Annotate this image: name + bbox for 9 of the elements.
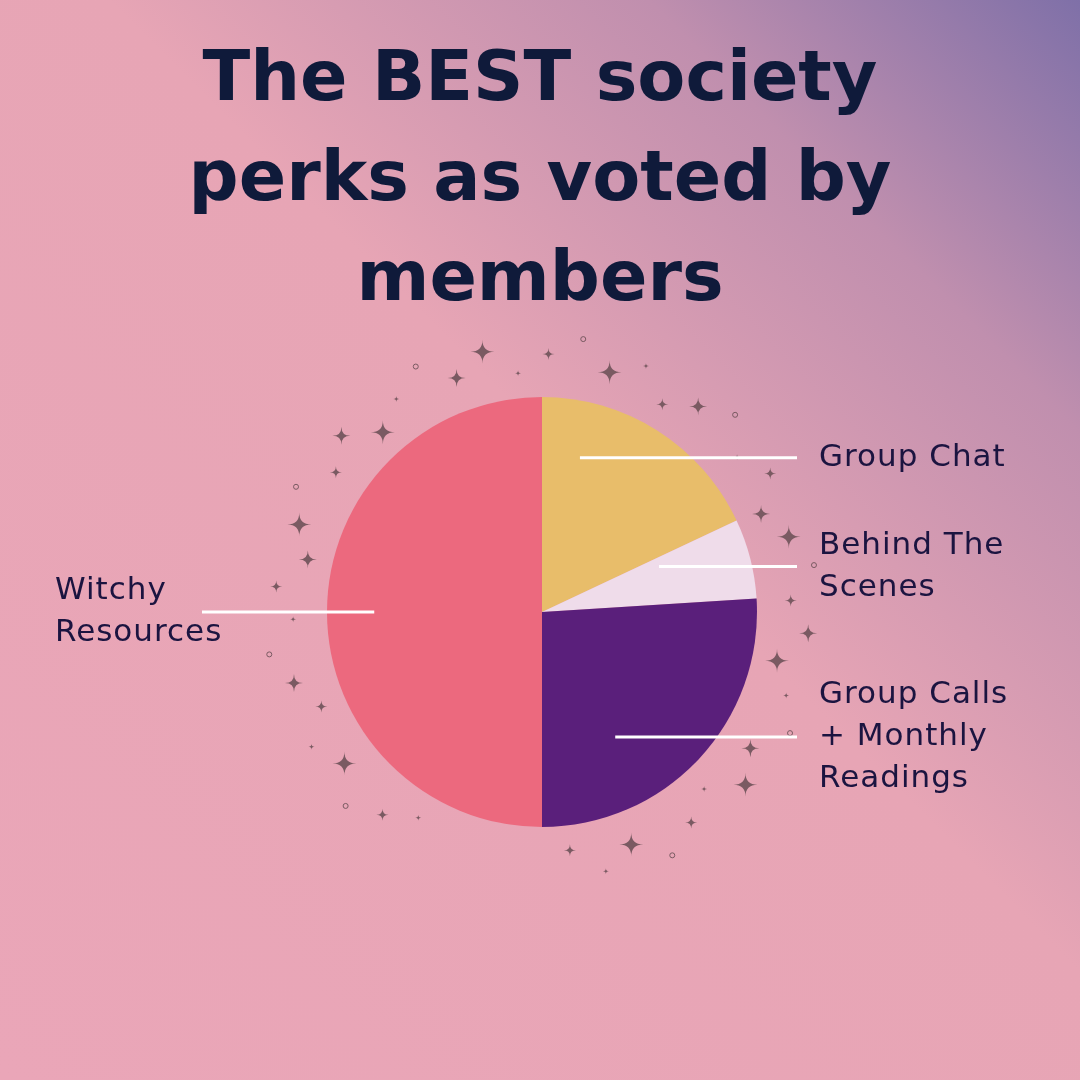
pie-slice: [542, 397, 737, 612]
pie-slice: [327, 397, 542, 827]
pie-slice: [542, 520, 757, 612]
pie-slice: [542, 598, 757, 827]
slice-label: Behind The Scenes: [819, 524, 1005, 603]
chart-title: The BEST society perks as voted by members: [188, 35, 892, 317]
slice-label: Witchy Resources: [55, 570, 223, 648]
slice-label: Group Chat: [819, 436, 1006, 473]
slice-label: Group Calls + Monthly Readings: [819, 674, 1009, 795]
